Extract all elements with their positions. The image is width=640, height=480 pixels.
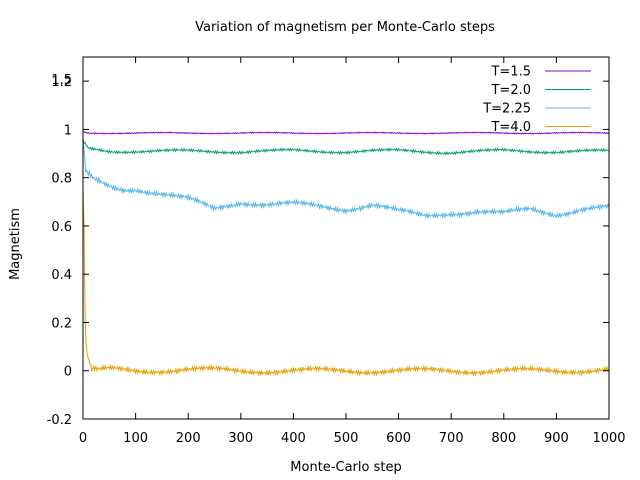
y-tick-label: 0.4 <box>51 268 72 283</box>
x-tick-label: 100 <box>123 431 148 446</box>
ticks-layer: 0 100 200 300 400 500 600 700 800 900 1000 -0.2 0 0.2… <box>47 57 626 446</box>
x-tick-label: 600 <box>386 431 411 446</box>
y-tick-label: 0 <box>64 365 72 380</box>
y-tick-label: 0.8 <box>51 172 72 187</box>
x-tick-label: 200 <box>176 431 201 446</box>
y-tick-label: 1 <box>64 123 72 138</box>
x-tick-label: 900 <box>544 431 569 446</box>
series-line-0 <box>82 131 610 135</box>
x-tick-label: 0 <box>79 431 87 446</box>
legend-label-0: T=1.5 <box>490 65 531 80</box>
x-tick-label: 1000 <box>592 431 625 446</box>
x-tick-label: 400 <box>281 431 306 446</box>
x-tick-label: 300 <box>228 431 253 446</box>
x-tick-label: 500 <box>334 431 359 446</box>
series-layer <box>82 131 610 377</box>
legend: T=1.5 T=2.0 T=2.25 T=4.0 <box>482 65 591 135</box>
legend-label-1: T=2.0 <box>490 83 531 98</box>
y-axis-label: Magnetism <box>8 208 23 280</box>
x-tick-label: 700 <box>439 431 464 446</box>
y-tick-label: -0.2 <box>47 413 72 428</box>
x-tick-label: 800 <box>491 431 516 446</box>
x-axis-label: Monte-Carlo step <box>290 460 401 475</box>
chart-title: Variation of magnetism per Monte-Carlo s… <box>195 20 495 35</box>
legend-label-2: T=2.25 <box>482 102 531 117</box>
series-line-1 <box>82 139 610 156</box>
y-tick-label-extra: 1.5 <box>51 73 72 88</box>
series-line-2 <box>82 141 610 220</box>
y-tick-label: 1.2 <box>51 75 72 90</box>
series-line-3 <box>82 189 610 377</box>
y-tick-label: 0.2 <box>51 316 72 331</box>
y-tick-label: 0.6 <box>51 220 72 235</box>
legend-label-3: T=4.0 <box>490 120 531 135</box>
